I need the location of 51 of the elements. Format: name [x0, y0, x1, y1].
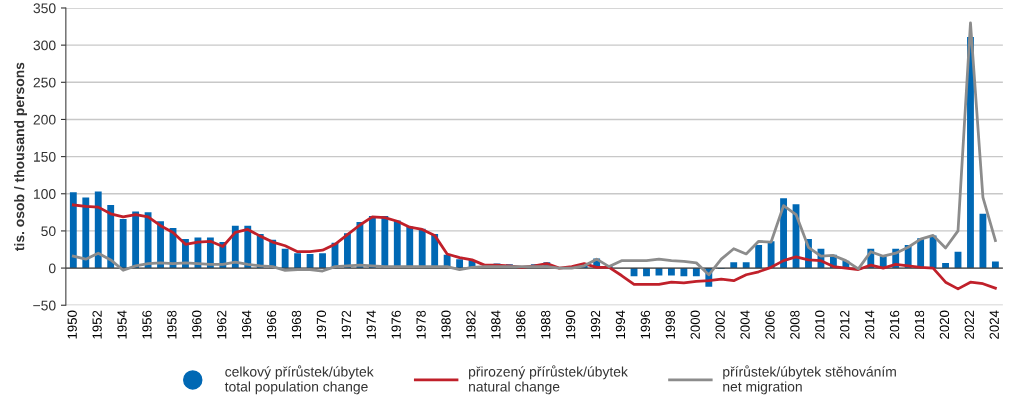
- x-tick-label: 1958: [167, 310, 177, 339]
- x-tick-label: 2020: [939, 310, 950, 339]
- y-tick-label: 200: [33, 114, 56, 125]
- x-tick-label: 1970: [316, 310, 327, 339]
- y-tick-label: 100: [34, 189, 56, 199]
- x-tick-label: 2010: [815, 310, 825, 339]
- x-tick-label: 2000: [690, 310, 700, 339]
- legend-label: celkový přírůstek/úbytek total population change: [224, 365, 374, 395]
- x-tick-label: 1982: [466, 310, 476, 339]
- x-tick-label: 1950: [67, 310, 77, 339]
- x-tick-label: 2014: [864, 310, 875, 339]
- legend-label: přirozený přírůstek/úbytek natural change: [469, 365, 628, 395]
- y-axis-title: tis. osob / thousand persons: [14, 62, 28, 251]
- x-tick-label: 1968: [291, 310, 302, 339]
- x-tick-label: 1990: [565, 310, 576, 339]
- x-tick-label: 2004: [740, 310, 750, 339]
- y-tick-label: 0: [48, 263, 56, 274]
- y-tick-label: 300: [33, 40, 56, 51]
- y-tick-label: 50: [41, 226, 56, 237]
- x-tick-label: 1962: [217, 310, 227, 339]
- x-tick-label: 1986: [516, 310, 526, 339]
- x-tick-label: 2016: [889, 310, 900, 339]
- x-tick-label: 1974: [366, 310, 376, 339]
- x-tick-label: 1984: [491, 310, 501, 339]
- legend-label: přírůstek/úbytek stěhováním net migration: [723, 365, 896, 395]
- x-tick-label: 1952: [92, 310, 102, 339]
- x-tick-label: 1960: [192, 310, 202, 339]
- x-tick-label: 2024: [989, 310, 999, 339]
- x-tick-label: 1988: [541, 310, 551, 339]
- x-tick-label: 1992: [590, 310, 601, 339]
- x-tick-label: 1980: [441, 310, 451, 339]
- y-tick-label: 350: [33, 3, 56, 14]
- x-tick-label: 1998: [665, 310, 675, 339]
- x-tick-label: 2006: [765, 310, 775, 339]
- x-tick-label: 1976: [391, 310, 401, 339]
- x-tick-label: 2012: [840, 310, 850, 339]
- x-tick-label: 1966: [266, 310, 277, 339]
- x-tick-label: 1954: [117, 310, 127, 339]
- x-tick-label: 2002: [715, 310, 725, 339]
- x-tick-label: 1972: [341, 310, 351, 339]
- y-tick-label: −50: [33, 300, 56, 311]
- x-tick-label: 1978: [416, 310, 426, 339]
- x-tick-label: 2022: [964, 310, 975, 339]
- x-tick-label: 2008: [790, 310, 800, 339]
- y-tick-label: 150: [34, 151, 56, 162]
- x-tick-label: 1964: [241, 310, 252, 339]
- x-tick-label: 1994: [615, 310, 626, 339]
- x-tick-label: 2018: [914, 310, 925, 339]
- x-tick-label: 1956: [142, 310, 152, 339]
- x-tick-label: 1996: [640, 310, 651, 339]
- y-tick-label: 250: [33, 77, 56, 88]
